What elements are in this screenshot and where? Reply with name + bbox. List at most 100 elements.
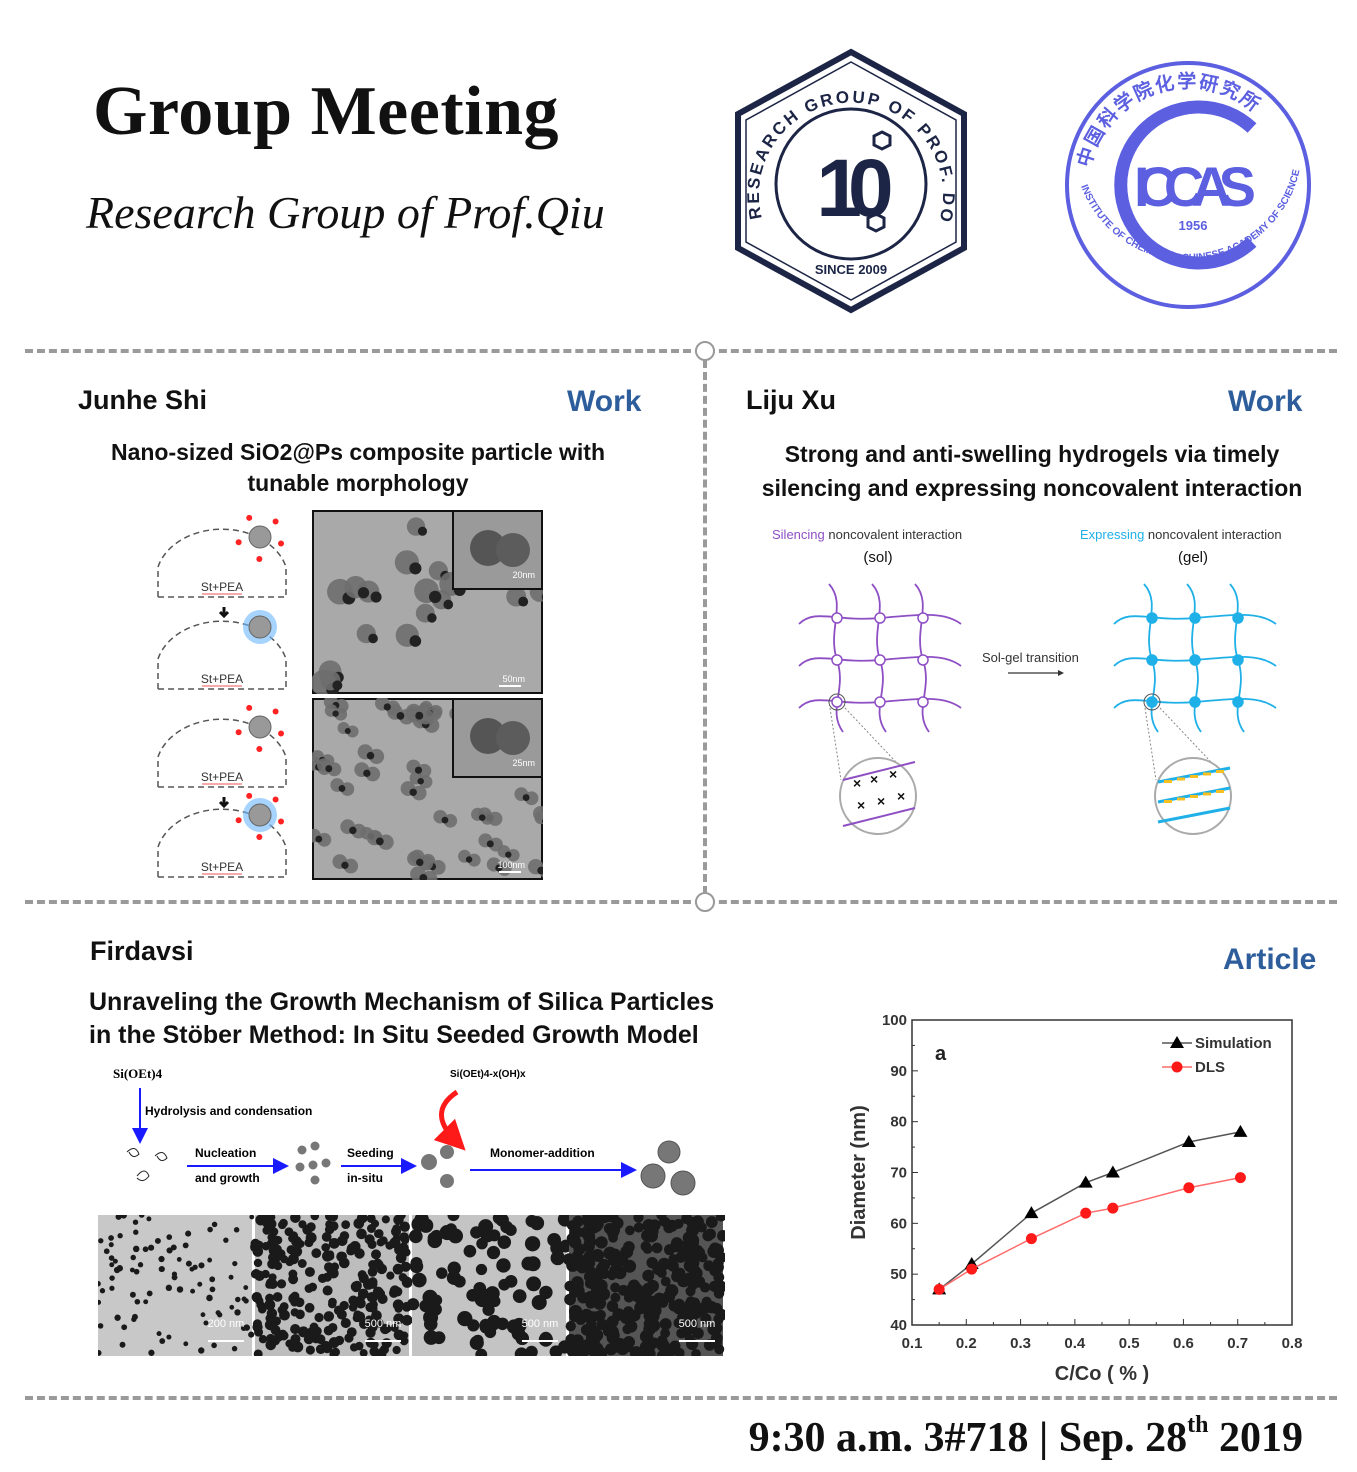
- silica-particle: [355, 1298, 366, 1309]
- silica-particle: [306, 1327, 317, 1337]
- silica-particle: [322, 1344, 332, 1354]
- silica-particle: [206, 1294, 213, 1302]
- silica-particle: [158, 1255, 165, 1263]
- particle-core: [332, 680, 343, 691]
- group-logo-mark: 10: [816, 143, 891, 234]
- zoom-line: [844, 707, 914, 781]
- silica-particle: [625, 1284, 638, 1297]
- liju-type-tag: Work: [1228, 385, 1303, 418]
- silica-particle: [575, 1314, 587, 1325]
- silica-particle: [211, 1342, 217, 1349]
- monomer-dot: [256, 745, 263, 752]
- silica-particle: [368, 1294, 378, 1303]
- silica-particle: [479, 1318, 493, 1332]
- silica-particle: [248, 615, 272, 639]
- silica-particle: [713, 1314, 724, 1325]
- silica-particle: [660, 1276, 671, 1287]
- blocked-interaction-icon: ×: [877, 793, 885, 809]
- data-point-simulation: [1024, 1206, 1039, 1219]
- particle-core: [332, 710, 339, 717]
- silica-particle: [185, 1230, 192, 1237]
- silica-particle: [633, 1222, 644, 1233]
- silica-particle: [639, 1341, 652, 1353]
- plot-frame: [911, 1019, 1293, 1326]
- silica-particle: [357, 1288, 369, 1300]
- silica-particle: [115, 1215, 122, 1220]
- monomer-dot: [246, 704, 253, 711]
- poster-subtitle: Research Group of Prof.Qiu: [86, 186, 605, 239]
- silica-particle: [612, 1308, 625, 1321]
- silica-particle: [349, 1241, 361, 1252]
- silica-particle: [713, 1261, 724, 1273]
- silica-particle: [592, 1289, 605, 1302]
- tem-panel: 500 nm: [250, 1215, 413, 1356]
- particle-core: [375, 837, 384, 846]
- silica-particle: [375, 1348, 387, 1356]
- particle-core: [325, 765, 333, 773]
- silica-particle: [598, 1215, 610, 1224]
- silica-particle: [235, 1296, 241, 1303]
- silica-particle: [653, 1292, 666, 1306]
- silica-particle: [684, 1333, 695, 1344]
- silica-particle: [241, 1296, 247, 1302]
- silica-particle: [359, 1349, 368, 1356]
- expressing-keyword: Expressing: [1080, 527, 1145, 542]
- zoom-origin: [1143, 693, 1161, 711]
- x-tick-label: 0.5: [1119, 1335, 1140, 1352]
- silica-particle: [109, 1262, 115, 1268]
- silica-particle: [673, 1218, 684, 1229]
- y-tick-label: 80: [890, 1114, 907, 1131]
- silica-particle: [276, 1279, 287, 1289]
- silica-particle: [372, 1286, 384, 1298]
- crosslink-node: [831, 654, 843, 666]
- blocked-interaction-icon: ×: [870, 771, 878, 787]
- silica-particle: [514, 1347, 529, 1356]
- silica-particle: [713, 1271, 725, 1283]
- silica-particle: [285, 1339, 294, 1348]
- silica-particle: [323, 1325, 334, 1336]
- scheme-label: St+PEA: [201, 860, 243, 874]
- monomer-dot: [272, 796, 279, 803]
- silica-particle: [475, 1263, 488, 1276]
- silica-particle: [671, 1270, 683, 1283]
- data-point-simulation: [1078, 1175, 1093, 1188]
- divider-top: [25, 349, 1337, 353]
- silica-particle: [633, 1215, 644, 1223]
- down-arrow-icon: [218, 607, 230, 619]
- silica-tem-strip: 200 nm 500 nm 500 nm 500 nm: [98, 1215, 725, 1356]
- particle-core: [349, 826, 357, 835]
- silica-particle: [248, 525, 272, 549]
- particle-core: [427, 613, 437, 623]
- hemisphere-outline: [157, 718, 287, 788]
- iccas-acronym: ICCAS: [1134, 155, 1256, 218]
- silica-particle: [399, 1221, 410, 1232]
- silica-particle: [549, 1345, 563, 1356]
- silica-particle: [310, 1215, 320, 1221]
- monomer-dot: [272, 518, 279, 525]
- chain-segment: [842, 761, 916, 781]
- silica-particle: [146, 1216, 152, 1222]
- silica-particle: [251, 1291, 262, 1303]
- silica-particle: [133, 1268, 140, 1275]
- silica-particle: [651, 1242, 663, 1254]
- particle-core: [419, 874, 428, 880]
- silica-particle: [659, 1318, 672, 1331]
- silica-particle: [642, 1282, 656, 1296]
- panel-label: a: [935, 1043, 947, 1065]
- divider-knot-top: [695, 341, 715, 361]
- chain-segment: [1157, 806, 1231, 824]
- silica-particle: [290, 1291, 300, 1301]
- silica-particle: [717, 1230, 725, 1242]
- silica-particle: [587, 1217, 598, 1228]
- silica-particle: [108, 1235, 114, 1241]
- silica-particle: [314, 1312, 324, 1323]
- silica-particle: [233, 1227, 240, 1233]
- silica-particle: [348, 1303, 358, 1312]
- silica-particle: [109, 1285, 115, 1291]
- silica-particle: [228, 1274, 234, 1280]
- y-tick-label: 40: [890, 1317, 907, 1334]
- silica-particle: [708, 1280, 721, 1292]
- silica-particle: [273, 1332, 284, 1342]
- silica-particle: [339, 1231, 350, 1241]
- silica-particle: [109, 1275, 115, 1281]
